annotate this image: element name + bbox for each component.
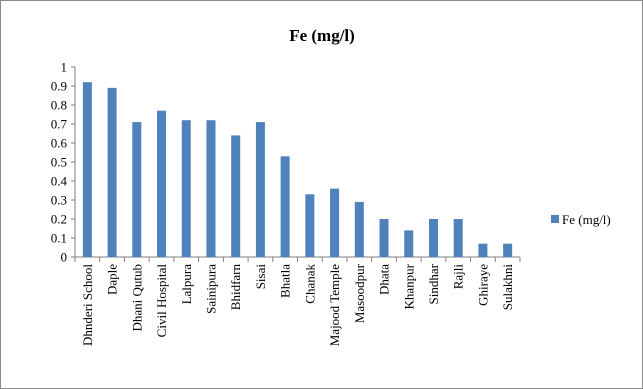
y-tick-label: 1 (61, 60, 68, 75)
x-tick-label: Bhatla (278, 264, 293, 298)
bar (428, 219, 438, 257)
x-axis: Dhnderi School Daple Dhani Qutub Civil Hosp… (74, 256, 521, 346)
bar (305, 194, 315, 257)
x-tick-label: Masoodpur (352, 263, 367, 323)
bar (330, 188, 340, 257)
y-tick-label: 0.9 (51, 79, 67, 94)
bar (280, 156, 290, 257)
x-tick-label: Rajli (451, 264, 466, 290)
bar (354, 201, 364, 257)
x-tick-label: Daple (105, 264, 120, 295)
y-tick-label: 0.2 (51, 212, 67, 227)
bar-series (82, 82, 513, 258)
y-tick-label: 0.1 (51, 231, 67, 246)
bar (478, 243, 488, 257)
y-tick-label: 0.6 (51, 136, 68, 151)
x-tick-label: Dhata (377, 264, 392, 295)
bar (206, 120, 216, 257)
bar (503, 243, 513, 257)
y-tick-label: 0.7 (51, 117, 68, 132)
bar (379, 219, 389, 257)
x-tick-label: Sindhar (426, 263, 441, 304)
x-tick-label: Khanpur (401, 263, 416, 309)
x-tick-label: Sainipura (203, 264, 218, 314)
bar (255, 122, 265, 257)
legend-swatch (551, 215, 559, 223)
chart-title: Fe (mg/l) (289, 26, 355, 45)
x-tick-label: Dhani Qutub (129, 264, 144, 332)
bar (404, 230, 414, 257)
y-tick-label: 0.8 (51, 98, 67, 113)
x-tick-label: Sulakhni (500, 264, 515, 311)
x-tick-label: Chanak (302, 264, 317, 304)
bar (181, 120, 191, 257)
bar (82, 82, 92, 257)
legend-label: Fe (mg/l) (562, 212, 611, 227)
bar (453, 219, 463, 257)
x-tick-label: Bhidfarn (228, 264, 243, 311)
bar (231, 135, 241, 257)
x-tick-label: Dhnderi School (80, 264, 95, 346)
bar (157, 110, 167, 257)
legend: Fe (mg/l) (551, 212, 611, 227)
y-tick-label: 0.5 (51, 155, 67, 170)
bar (132, 122, 142, 257)
x-tick-label: Sisai (253, 264, 268, 290)
x-tick-label: Civil Hospital (154, 264, 169, 338)
x-tick-label: Majood Temple (327, 264, 342, 346)
x-tick-label: Lalpura (179, 264, 194, 305)
x-tick-label: Ghiraye (475, 264, 490, 306)
bar (107, 87, 117, 258)
y-tick-label: 0 (61, 250, 68, 265)
y-tick-label: 0.4 (51, 174, 68, 189)
y-tick-label: 0.3 (51, 193, 67, 208)
y-axis: 0 0.1 0.2 0.3 0.4 0.5 0.6 0.7 0.8 0.9 1 (51, 60, 76, 265)
